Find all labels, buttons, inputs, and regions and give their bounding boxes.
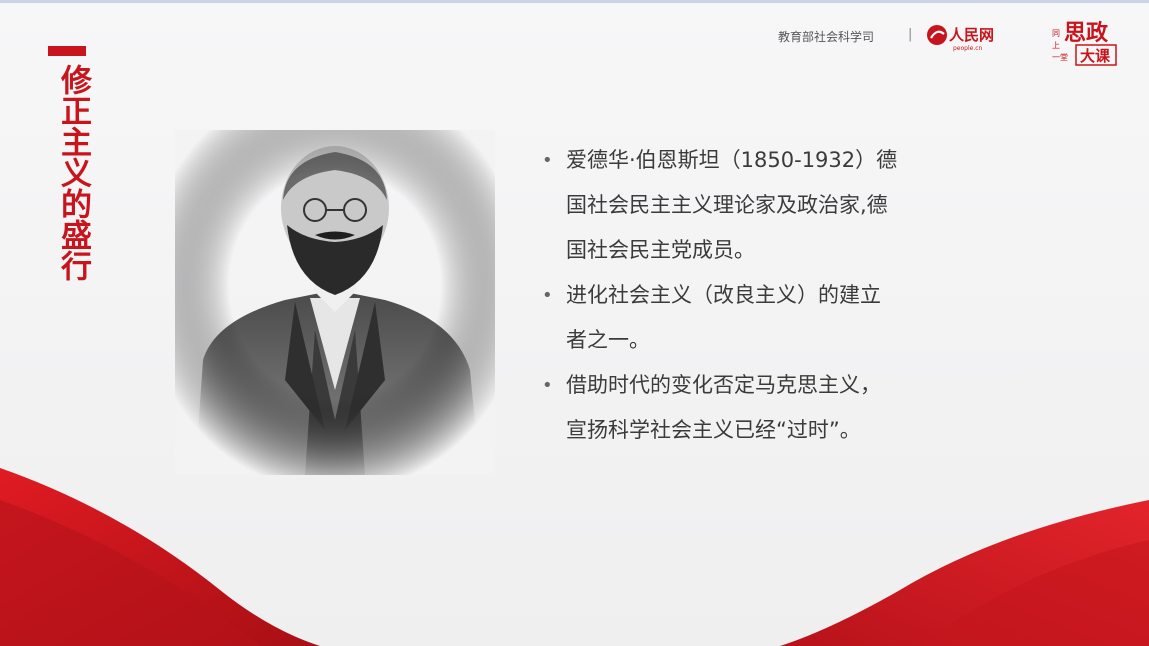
header-separator: | <box>908 27 913 42</box>
bullet-3-line-1: 借助时代的变化否定马克思主义， <box>566 373 881 397</box>
logo-class-side-1: 同 <box>1052 29 1060 38</box>
bullet-list: • 爱德华·伯恩斯坦（1850-1932）德 国社会民主主义理论家及政治家,德 … <box>540 138 980 453</box>
logo-class-side-3: 一堂 <box>1052 52 1068 62</box>
red-ribbon-decoration <box>0 468 1149 646</box>
bullet-item-3: • 借助时代的变化否定马克思主义， 宣扬科学社会主义已经“过时”。 <box>540 363 980 453</box>
people-daily-logo: 人民网 people.cn <box>927 25 994 52</box>
bullet-2-line-2: 者之一。 <box>566 328 650 352</box>
logo-class-main: 思政 <box>1064 20 1109 46</box>
sizheng-class-logo: 同 上 一堂 思政 大课 <box>1052 20 1117 66</box>
bullet-2-line-1: 进化社会主义（改良主义）的建立 <box>566 283 881 307</box>
bullet-dot: • <box>542 150 553 171</box>
bullet-1-line-1: 爱德华·伯恩斯坦（1850-1932）德 <box>566 148 898 172</box>
bullet-item-2: • 进化社会主义（改良主义）的建立 者之一。 <box>540 273 980 363</box>
logo-class-side-2: 上 <box>1052 41 1060 50</box>
people-logo-text: 人民网 <box>949 26 994 44</box>
bullet-dot: • <box>542 375 553 396</box>
bullet-1-line-3: 国社会民主党成员。 <box>566 238 755 262</box>
bullet-item-1: • 爱德华·伯恩斯坦（1850-1932）德 国社会民主主义理论家及政治家,德 … <box>540 138 980 273</box>
bernstein-portrait <box>175 130 495 475</box>
top-border <box>0 0 1149 3</box>
logo-class-sub: 大课 <box>1080 47 1111 65</box>
header-org-name: 教育部社会科学司 <box>778 30 875 44</box>
bullet-dot: • <box>542 285 553 306</box>
title-accent-bar <box>48 46 86 56</box>
bullet-3-line-2: 宣扬科学社会主义已经“过时”。 <box>566 418 861 442</box>
bullet-1-line-2: 国社会民主主义理论家及政治家,德 <box>566 193 888 217</box>
slide-title: 修正主义的盛行 <box>55 64 91 281</box>
people-logo-sub: people.cn <box>953 45 983 52</box>
